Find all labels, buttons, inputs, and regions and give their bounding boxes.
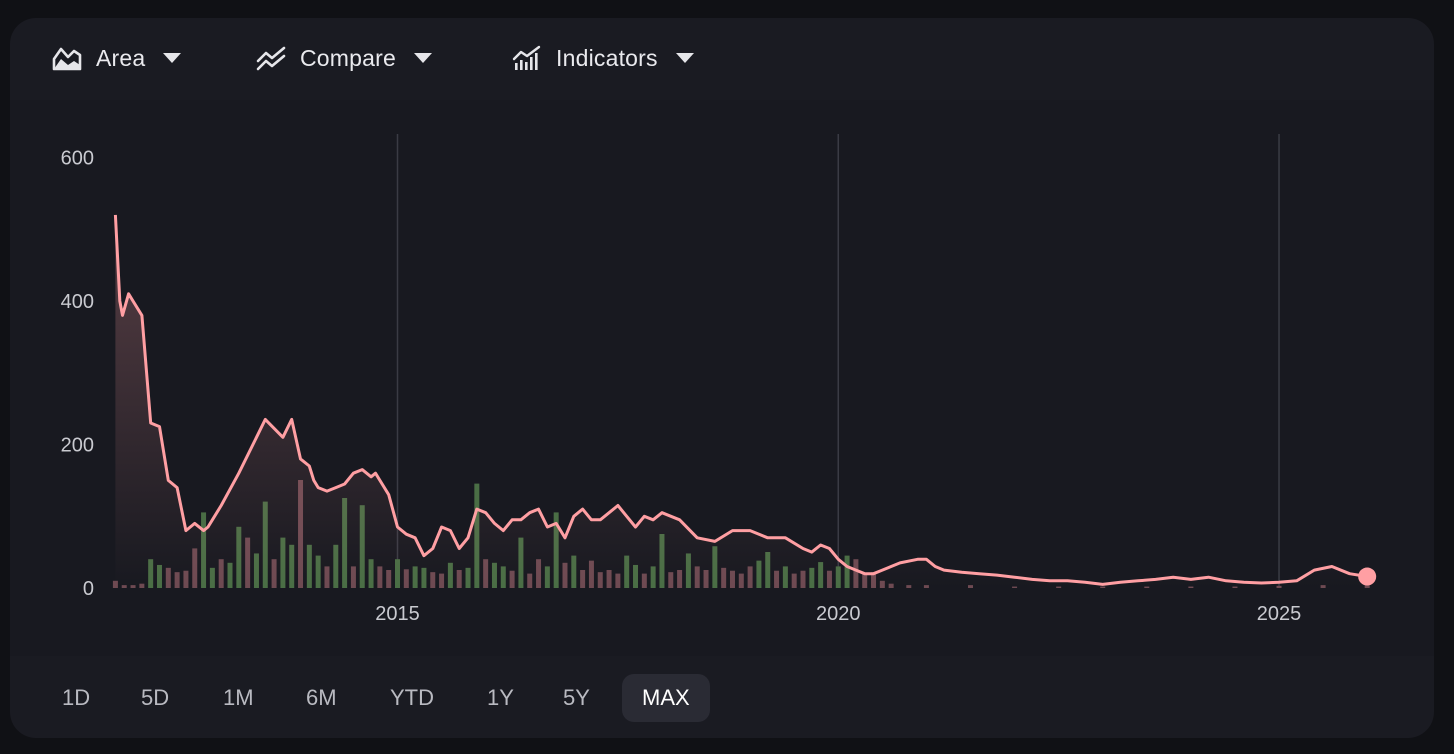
- range-button-1y[interactable]: 1Y: [487, 685, 514, 710]
- y-tick-label: 200: [61, 435, 94, 457]
- y-tick-label: 400: [61, 291, 94, 313]
- chart-widget: Area Compare: [10, 18, 1434, 738]
- area-label: Area: [96, 44, 146, 71]
- chevron-down-icon: [163, 53, 182, 63]
- compare-icon: [256, 45, 286, 71]
- chart-toolbar: Area Compare: [10, 18, 1434, 98]
- area-chart-type-button[interactable]: Area: [52, 40, 182, 76]
- compare-label: Compare: [300, 44, 396, 71]
- x-tick-label: 2015: [375, 603, 420, 625]
- range-button-1m[interactable]: 1M: [223, 685, 254, 710]
- x-tick-label: 2020: [816, 603, 861, 625]
- y-tick-label: 0: [83, 578, 94, 600]
- range-button-5y[interactable]: 5Y: [563, 685, 590, 710]
- range-button-1d[interactable]: 1D: [62, 685, 91, 710]
- range-button-ytd[interactable]: YTD: [390, 685, 434, 710]
- range-button-max[interactable]: MAX: [622, 674, 710, 722]
- time-range-selector: 1D 5D 1M 6M YTD 1Y 5Y MAX: [10, 658, 1434, 738]
- range-button-5d[interactable]: 5D: [141, 685, 170, 710]
- chevron-down-icon: [675, 53, 694, 63]
- indicators-button[interactable]: Indicators: [512, 40, 694, 76]
- range-button-6m[interactable]: 6M: [306, 685, 337, 710]
- compare-button[interactable]: Compare: [256, 40, 432, 76]
- last-price-marker: [1358, 567, 1377, 586]
- price-line: [113, 214, 1368, 586]
- indicators-label: Indicators: [556, 44, 658, 71]
- y-tick-label: 600: [61, 148, 94, 170]
- price-area-fill: [115, 214, 1368, 588]
- price-chart[interactable]: 600 400 200 0 2015 2020 2025: [10, 100, 1434, 656]
- area-chart-icon: [52, 45, 82, 71]
- price-chart-svg: 600 400 200 0 2015 2020 2025: [61, 134, 1377, 625]
- indicators-icon: [512, 45, 542, 71]
- x-tick-label: 2025: [1257, 603, 1302, 625]
- chevron-down-icon: [414, 53, 432, 63]
